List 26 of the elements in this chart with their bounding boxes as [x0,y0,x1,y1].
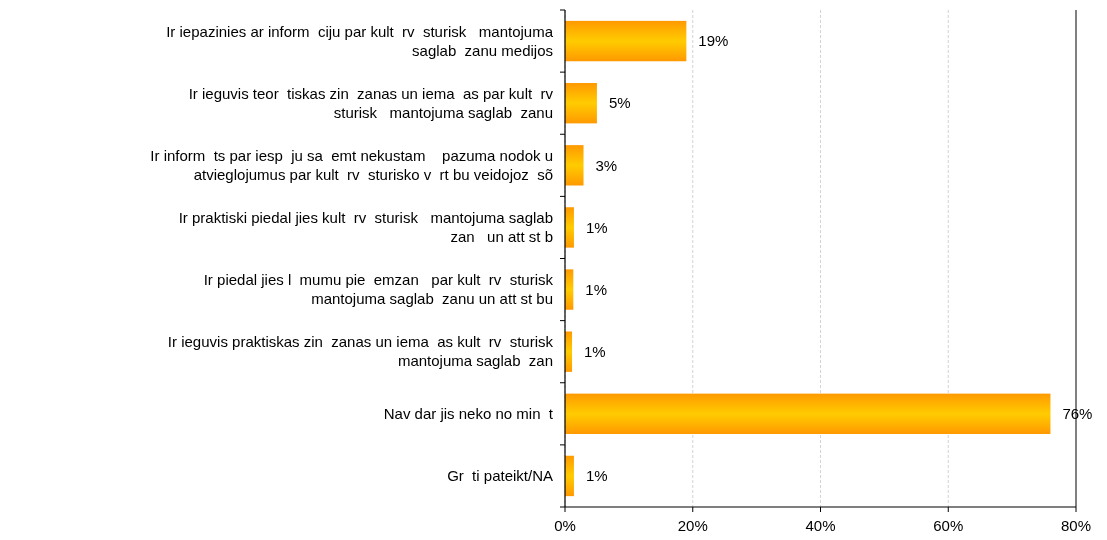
y-tick-label: Ir ieguvis praktiskas zin zanas un iema as kult rv sturisk mantojuma saglab zan [167,333,554,370]
y-tick-label: Ir piedal jies l mumu pie emzan par kult rv sturisk mantojuma saglab zanu un att st bu [203,271,554,308]
x-tick-label: 80% [1060,517,1092,534]
bar [565,20,687,62]
data-label: 1% [585,218,608,236]
data-label: 3% [595,156,618,174]
y-tick-label: Ir inform ts par iesp ju sa emt nekustam pazuma nodok u atvieglojumus par kult rv sturisko v rt bu veidojoz sõ [150,147,553,184]
data-label: 76% [1062,405,1093,423]
data-label: 1% [585,280,607,298]
data-label: 1% [585,467,608,485]
x-tick-label: 40% [805,517,836,534]
data-label: 19% [698,32,729,50]
x-tick-label: 60% [933,517,964,534]
data-label: 1% [584,342,606,360]
y-tick-label: Ir praktiski piedal jies kult rv sturisk mantojuma saglab zan un att st b [178,209,553,246]
y-tick-label: Gr ti pateikt/NA [447,467,553,485]
y-tick-label: Ir iepazinies ar inform ciju par kult rv sturisk mantojuma saglab zanu medijos [166,22,554,59]
bar [565,145,584,186]
bar [565,393,1051,434]
x-tick-label: 0% [554,517,576,534]
bar [565,83,597,124]
data-label: 5% [608,94,631,112]
x-tick-label: 20% [677,517,708,534]
y-tick-label: Ir ieguvis teor tiskas zin zanas un iema as par kult rv sturisk mantojuma saglab zanu [188,84,554,121]
y-tick-label: Nav dar jis neko no min t [383,405,554,423]
bar [565,207,574,248]
